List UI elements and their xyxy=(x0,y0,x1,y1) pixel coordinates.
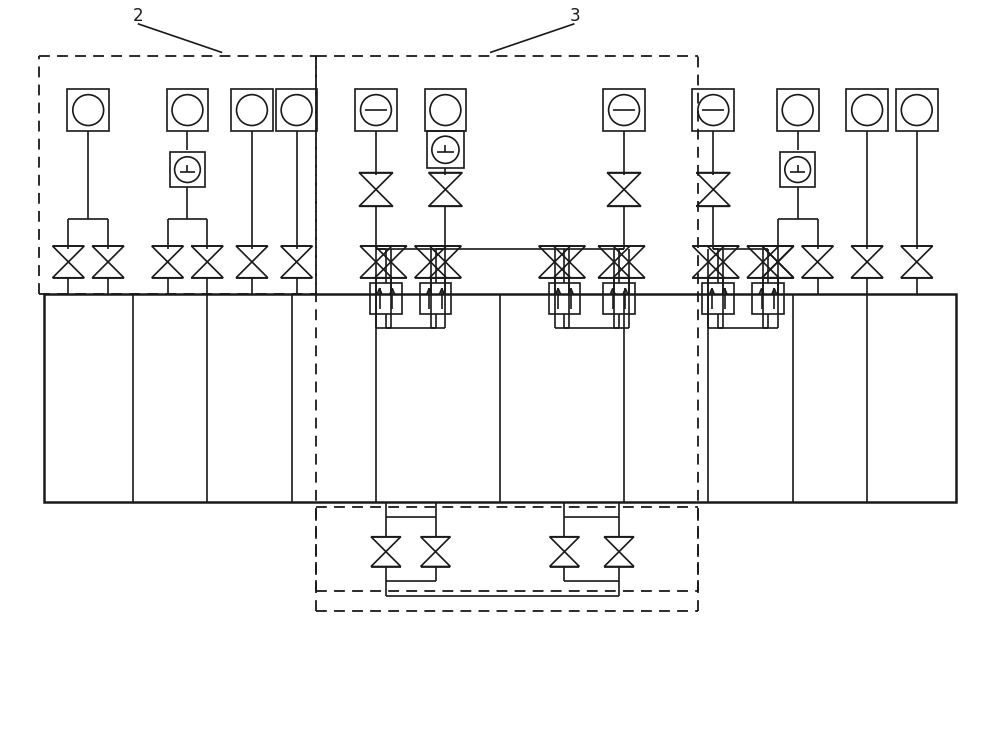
Bar xyxy=(427,131,464,168)
Bar xyxy=(231,89,273,131)
Bar xyxy=(692,89,734,131)
Bar xyxy=(170,152,205,187)
Bar xyxy=(355,89,397,131)
Bar xyxy=(276,89,317,131)
Bar xyxy=(370,283,402,314)
Bar xyxy=(549,283,580,314)
Bar xyxy=(425,89,466,131)
Bar xyxy=(67,89,109,131)
Bar xyxy=(846,89,888,131)
Bar xyxy=(752,283,784,314)
Bar xyxy=(702,283,734,314)
Bar xyxy=(896,89,938,131)
Bar xyxy=(777,89,819,131)
Bar xyxy=(420,283,451,314)
Text: 3: 3 xyxy=(569,7,580,25)
Bar xyxy=(44,294,956,502)
Bar xyxy=(167,89,208,131)
Bar xyxy=(603,283,635,314)
Bar xyxy=(780,152,815,187)
Bar xyxy=(603,89,645,131)
Text: 2: 2 xyxy=(133,7,143,25)
